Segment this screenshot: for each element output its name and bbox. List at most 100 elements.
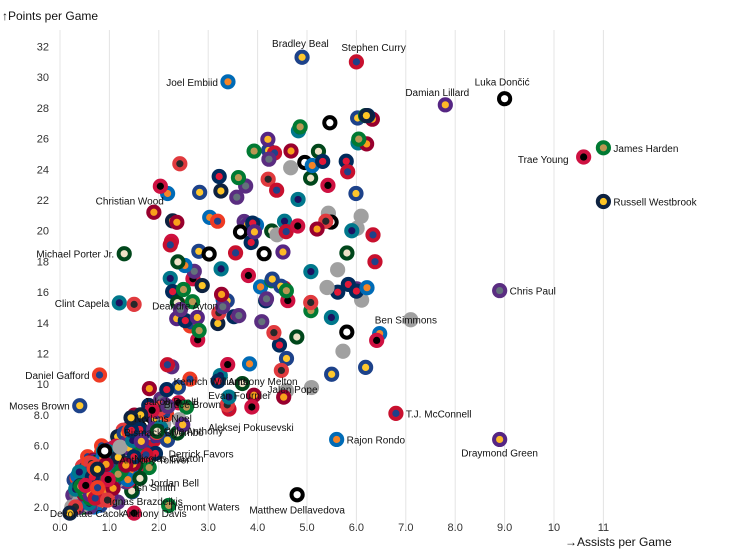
player-label: Michael Porter Jr. bbox=[36, 250, 114, 261]
player-dot bbox=[116, 246, 132, 262]
player-dot bbox=[201, 246, 217, 262]
player-dot bbox=[294, 49, 310, 65]
player-dot bbox=[141, 380, 157, 397]
player-dot bbox=[256, 246, 272, 262]
player-dot bbox=[492, 431, 508, 448]
player-label: Luka Dončić bbox=[475, 78, 530, 89]
player-label: Joel Embiid bbox=[166, 78, 218, 89]
player-dot bbox=[260, 131, 276, 147]
player-dot bbox=[170, 379, 186, 395]
x-tick-label: 4.0 bbox=[250, 522, 265, 534]
player-dot bbox=[244, 399, 260, 415]
player-dot bbox=[221, 389, 237, 405]
player-label: Russell Westbrook bbox=[613, 198, 697, 209]
player-label: Deandre Ayton bbox=[152, 301, 218, 312]
player-dot bbox=[192, 184, 208, 200]
player-dot bbox=[194, 277, 210, 294]
cluster-label: Jordan Bell bbox=[149, 478, 199, 489]
player-dot bbox=[126, 505, 142, 521]
cluster-label: Ish Smith bbox=[134, 483, 176, 494]
player-dot bbox=[254, 314, 270, 330]
player-dot bbox=[133, 433, 149, 449]
player-dot bbox=[388, 405, 404, 421]
player-dot bbox=[175, 417, 191, 433]
cluster-label: Ignas Brazdeikis bbox=[109, 497, 182, 508]
y-tick-label: 8.0 bbox=[34, 410, 49, 422]
player-dot bbox=[261, 151, 277, 167]
cluster-label: Nerlens Noel bbox=[134, 414, 192, 425]
y-tick-label: 30 bbox=[37, 72, 49, 84]
player-label: Daniel Gafford bbox=[25, 371, 89, 382]
player-label: Draymond Green bbox=[461, 448, 538, 459]
y-tick-label: 10 bbox=[37, 379, 49, 391]
x-axis-title: →Assists per Game bbox=[565, 535, 672, 549]
player-dot bbox=[182, 371, 198, 387]
player-dot bbox=[240, 267, 257, 284]
player-dot bbox=[227, 245, 244, 261]
player-dot bbox=[269, 182, 285, 198]
player-dot bbox=[595, 193, 612, 210]
player-dot bbox=[211, 168, 227, 185]
y-tick-label: 20 bbox=[37, 226, 49, 238]
player-dot bbox=[71, 464, 87, 480]
player-dot bbox=[231, 307, 247, 324]
player-dot bbox=[234, 375, 250, 392]
player-dot bbox=[189, 309, 205, 326]
x-tick-label: 9.0 bbox=[497, 522, 512, 534]
player-dot bbox=[348, 54, 364, 70]
player-dot bbox=[111, 295, 127, 311]
y-tick-label: 28 bbox=[37, 103, 49, 115]
x-tick-label: 5.0 bbox=[299, 522, 314, 534]
player-dot bbox=[320, 177, 336, 193]
x-tick-label: 1.0 bbox=[102, 522, 117, 534]
player-label: Bradley Beal bbox=[272, 39, 329, 50]
player-dot bbox=[220, 356, 236, 373]
player-dot bbox=[303, 294, 319, 311]
y-tick-label: 26 bbox=[37, 134, 49, 146]
player-dot bbox=[258, 291, 275, 307]
player-dot bbox=[99, 492, 116, 508]
player-dot bbox=[89, 461, 106, 477]
player-dot bbox=[220, 74, 236, 90]
player-dot bbox=[292, 119, 308, 135]
player-dot bbox=[329, 431, 345, 448]
player-dot bbox=[339, 245, 355, 261]
player-dot bbox=[319, 279, 335, 296]
cluster-label: Kenrich Williams bbox=[174, 377, 248, 388]
player-label: Anthony Davis bbox=[122, 509, 186, 520]
player-dot bbox=[138, 447, 154, 463]
y-tick-label: 16 bbox=[37, 287, 49, 299]
player-dot bbox=[351, 131, 367, 147]
player-dot bbox=[323, 309, 339, 326]
player-dot bbox=[162, 237, 178, 253]
player-dot bbox=[149, 423, 165, 439]
cluster-label: Evan Fournier bbox=[208, 391, 271, 402]
cluster-label: Jakob Poeltl bbox=[144, 397, 198, 408]
player-dot bbox=[72, 398, 88, 414]
player-dot bbox=[275, 244, 291, 260]
player-dot bbox=[162, 270, 178, 287]
player-dot bbox=[276, 389, 292, 405]
player-dot bbox=[160, 398, 176, 415]
player-dot bbox=[100, 471, 116, 488]
y-tick-label: 2.0 bbox=[34, 502, 49, 514]
player-dot bbox=[339, 324, 355, 340]
player-dot bbox=[172, 301, 189, 318]
player-dot bbox=[213, 261, 229, 277]
player-dot bbox=[123, 422, 140, 439]
cluster-label: Anthony Tolliver bbox=[119, 455, 190, 466]
y-tick-label: 24 bbox=[37, 164, 49, 176]
x-tick-label: 2.0 bbox=[151, 522, 166, 534]
player-dot bbox=[278, 283, 294, 299]
player-dot bbox=[184, 294, 201, 310]
player-dot bbox=[169, 214, 185, 230]
player-dot bbox=[132, 470, 148, 486]
y-tick-label: 6.0 bbox=[34, 441, 49, 453]
player-dot bbox=[330, 262, 346, 278]
player-dot bbox=[278, 223, 294, 240]
player-dot bbox=[89, 480, 106, 496]
player-dot bbox=[369, 332, 385, 349]
player-label: Chris Paul bbox=[510, 287, 556, 298]
